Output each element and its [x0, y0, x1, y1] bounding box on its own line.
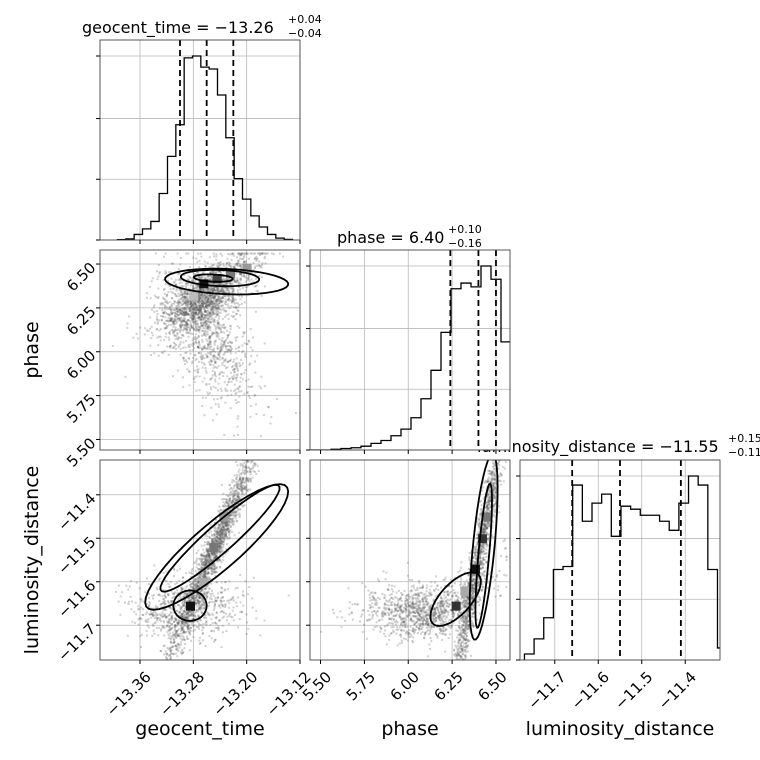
y-tick-label-luminosity-distance: −11.6 — [54, 576, 99, 621]
histogram-geocent-time — [116, 55, 294, 240]
x-tick-label-phase: 6.00 — [387, 668, 423, 704]
contour-phase-luminosity-distance-0 — [468, 460, 499, 641]
x-tick-label-phase: 5.75 — [343, 668, 379, 704]
contour-geocent-time-phase-1 — [180, 269, 260, 288]
title-luminosity-distance: luminosity_distance = −11.55 — [477, 437, 719, 457]
title-phase: phase = 6.40 — [337, 228, 444, 247]
y-tick-label-phase: 5.50 — [63, 434, 99, 470]
ylabel-phase: phase — [21, 321, 43, 378]
x-tick-label-luminosity-distance: −11.5 — [611, 668, 656, 713]
title-geocent-time: geocent_time = −13.26 — [82, 18, 274, 38]
histogram-panel-phase — [306, 249, 511, 454]
title-phase-upper: +0.10 — [448, 223, 482, 236]
contour-geocent-time-luminosity-distance-2 — [172, 589, 208, 622]
title-luminosity-distance-upper: +0.15 — [728, 432, 760, 445]
density-panel-phase-vs-luminosity-distance: 5.50 5.75 6.00 6.25 6.50 — [299, 459, 511, 704]
contour-phase-luminosity-distance-1 — [474, 482, 493, 630]
ylabel-luminosity-distance: luminosity_distance — [21, 466, 43, 655]
x-tick-label-phase: 6.50 — [474, 668, 510, 704]
y-tick-label-phase: 6.25 — [63, 303, 99, 339]
y-tick-label-phase: 6.00 — [63, 346, 99, 382]
y-tick-label-luminosity-distance: −11.4 — [54, 489, 99, 534]
contour-phase-luminosity-distance-2 — [429, 571, 482, 627]
y-tick-label-luminosity-distance: −11.7 — [54, 620, 99, 665]
y-tick-label-luminosity-distance: −11.5 — [54, 533, 99, 578]
x-tick-label-geocent-time: −13.28 — [156, 668, 208, 720]
x-tick-label-geocent-time: −13.20 — [209, 668, 261, 720]
histogram-panel-luminosity-distance: −11.7−11.6−11.5−11.4 — [516, 459, 721, 713]
x-tick-label-luminosity-distance: −11.7 — [524, 668, 569, 713]
x-tick-label-geocent-time: −13.36 — [103, 668, 155, 720]
xlabel-geocent-time: geocent_time — [135, 718, 264, 740]
y-tick-label-phase: 6.50 — [63, 259, 99, 295]
xlabel-luminosity-distance: luminosity_distance — [526, 718, 715, 740]
title-geocent-time-upper: +0.04 — [288, 13, 322, 26]
histogram-luminosity-distance — [523, 475, 720, 660]
title-phase-lower: −0.16 — [448, 237, 482, 250]
contour-geocent-time-phase-0 — [164, 267, 290, 296]
contour-geocent-time-luminosity-distance-0 — [144, 483, 290, 611]
y-tick-label-phase: 5.75 — [63, 390, 99, 426]
title-geocent-time-lower: −0.04 — [288, 27, 322, 40]
xlabel-phase: phase — [381, 718, 438, 740]
x-tick-label-luminosity-distance: −11.4 — [655, 668, 700, 713]
contour-geocent-time-luminosity-distance-1 — [159, 483, 281, 593]
x-tick-label-luminosity-distance: −11.6 — [568, 668, 613, 713]
density-panel-geocent-time-vs-phase: 5.50 5.75 6.00 6.25 6.50 — [63, 249, 301, 471]
histogram-phase — [311, 265, 510, 450]
x-tick-label-phase: 6.25 — [431, 668, 467, 704]
title-luminosity-distance-lower: −0.11 — [728, 446, 760, 459]
contour-geocent-time-phase-2 — [192, 273, 234, 283]
histogram-panel-geocent-time — [96, 39, 301, 244]
